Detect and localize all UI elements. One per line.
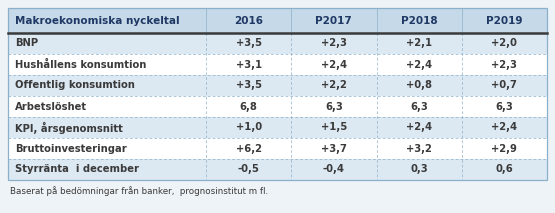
Text: 6,3: 6,3 (325, 102, 343, 111)
Text: P2017: P2017 (315, 16, 352, 26)
Text: +3,5: +3,5 (236, 39, 261, 49)
Text: +2,9: +2,9 (491, 144, 517, 154)
Text: +3,7: +3,7 (321, 144, 347, 154)
Bar (8, 8, 547, 33)
Text: +2,3: +2,3 (321, 39, 347, 49)
Text: +0,7: +0,7 (491, 81, 517, 91)
Text: +2,0: +2,0 (491, 39, 517, 49)
Text: +0,8: +0,8 (406, 81, 432, 91)
Text: +2,1: +2,1 (406, 39, 432, 49)
Text: 6,8: 6,8 (240, 102, 258, 111)
Text: Baserat på bedömningar från banker,  prognosinstitut m fl.: Baserat på bedömningar från banker, prog… (10, 186, 268, 196)
Text: 0,6: 0,6 (496, 164, 513, 174)
Text: BNP: BNP (15, 39, 38, 49)
Text: 0,3: 0,3 (410, 164, 428, 174)
Text: -0,4: -0,4 (323, 164, 345, 174)
Text: 6,3: 6,3 (410, 102, 428, 111)
Bar (8, 138, 547, 159)
Text: +2,4: +2,4 (406, 59, 432, 69)
Text: KPI, årsgenomsnitt: KPI, årsgenomsnitt (15, 121, 123, 134)
Text: Bruttoinvesteringar: Bruttoinvesteringar (15, 144, 127, 154)
Text: Makroekonomiska nyckeltal: Makroekonomiska nyckeltal (15, 16, 180, 26)
Bar (8, 8, 547, 180)
Bar (8, 75, 547, 96)
Text: +3,5: +3,5 (236, 81, 261, 91)
Bar (8, 96, 547, 117)
Bar (8, 117, 547, 138)
Text: +3,2: +3,2 (406, 144, 432, 154)
Text: 6,3: 6,3 (496, 102, 513, 111)
Text: +2,3: +2,3 (491, 59, 517, 69)
Text: +2,2: +2,2 (321, 81, 347, 91)
Text: +2,4: +2,4 (321, 59, 347, 69)
Text: Styrränta  i december: Styrränta i december (15, 164, 139, 174)
Text: +1,0: +1,0 (235, 122, 262, 132)
Text: P2019: P2019 (486, 16, 523, 26)
Text: Arbetslöshet: Arbetslöshet (15, 102, 87, 111)
Bar (8, 54, 547, 75)
Text: -0,5: -0,5 (238, 164, 260, 174)
Text: Hushållens konsumtion: Hushållens konsumtion (15, 59, 147, 69)
Text: P2018: P2018 (401, 16, 437, 26)
Bar (8, 159, 547, 180)
Text: 2016: 2016 (234, 16, 263, 26)
Bar (8, 33, 547, 54)
Text: Offentlig konsumtion: Offentlig konsumtion (15, 81, 135, 91)
Text: +1,5: +1,5 (321, 122, 347, 132)
Text: +2,4: +2,4 (491, 122, 517, 132)
Text: +6,2: +6,2 (236, 144, 261, 154)
Text: +2,4: +2,4 (406, 122, 432, 132)
Text: +3,1: +3,1 (235, 59, 262, 69)
